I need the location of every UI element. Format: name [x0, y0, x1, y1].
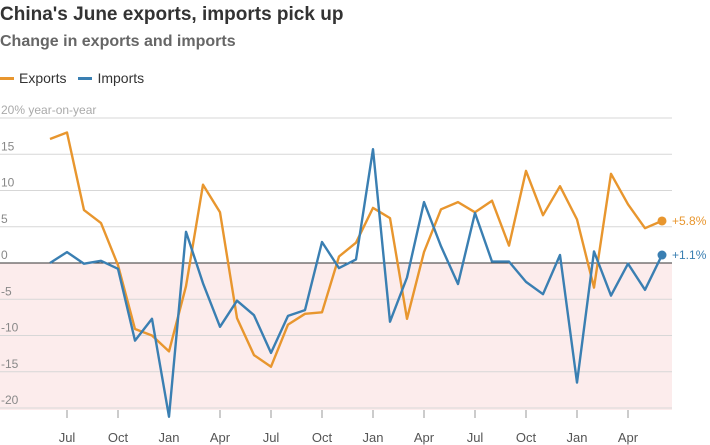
chart-subtitle: Change in exports and imports — [0, 33, 236, 50]
x-tick-label: Jul — [467, 430, 484, 445]
negative-region — [0, 263, 672, 410]
y-tick-label: -15 — [1, 357, 19, 371]
x-tick-label: Apr — [414, 430, 435, 445]
y-tick-label: -5 — [1, 284, 12, 298]
x-tick-label: Oct — [108, 430, 129, 445]
end-label-imports: +1.1% — [672, 248, 707, 262]
series-layer: +5.8% +1.1% — [49, 131, 707, 418]
end-label-exports: +5.8% — [672, 214, 707, 228]
x-tick-label: Oct — [516, 430, 537, 445]
series-line-imports — [49, 147, 664, 418]
y-tick-label: 0 — [1, 248, 8, 262]
y-tick-label: 15 — [1, 139, 15, 153]
x-tick-label: Jan — [159, 430, 180, 445]
legend: Exports Imports — [0, 68, 156, 88]
legend-item-exports: Exports — [0, 70, 66, 86]
y-axis-label: 20% year-on-year — [1, 103, 96, 117]
x-tick-label: Jan — [567, 430, 588, 445]
legend-label-imports: Imports — [97, 70, 145, 86]
legend-item-imports: Imports — [78, 70, 144, 86]
legend-swatch-exports — [0, 76, 14, 80]
y-tick-label: 10 — [1, 176, 15, 190]
x-tick-label: Jul — [263, 430, 280, 445]
x-tick-label: Apr — [618, 430, 639, 445]
x-tick-label: Oct — [312, 430, 333, 445]
end-marker-imports — [657, 250, 667, 260]
x-tick-label: Apr — [210, 430, 231, 445]
x-tick-label: Jul — [59, 430, 76, 445]
y-tick-label: -20 — [1, 393, 19, 407]
x-axis: Jul Oct Jan Apr Jul Oct Jan Apr Jul Oct Jan Apr — [59, 410, 639, 445]
legend-swatch-imports — [78, 76, 93, 80]
chart-title: China's June exports, imports pick up — [0, 4, 344, 25]
end-marker-exports — [657, 216, 667, 226]
legend-label-exports: Exports — [19, 70, 67, 86]
y-axis-labels: 15 10 5 0 -5 -10 -15 -20 20% year-on-year — [1, 103, 96, 407]
gridlines — [0, 117, 672, 409]
x-tick-label: Jan — [363, 430, 384, 445]
y-tick-label: -10 — [1, 321, 19, 335]
y-tick-label: 5 — [1, 212, 8, 226]
